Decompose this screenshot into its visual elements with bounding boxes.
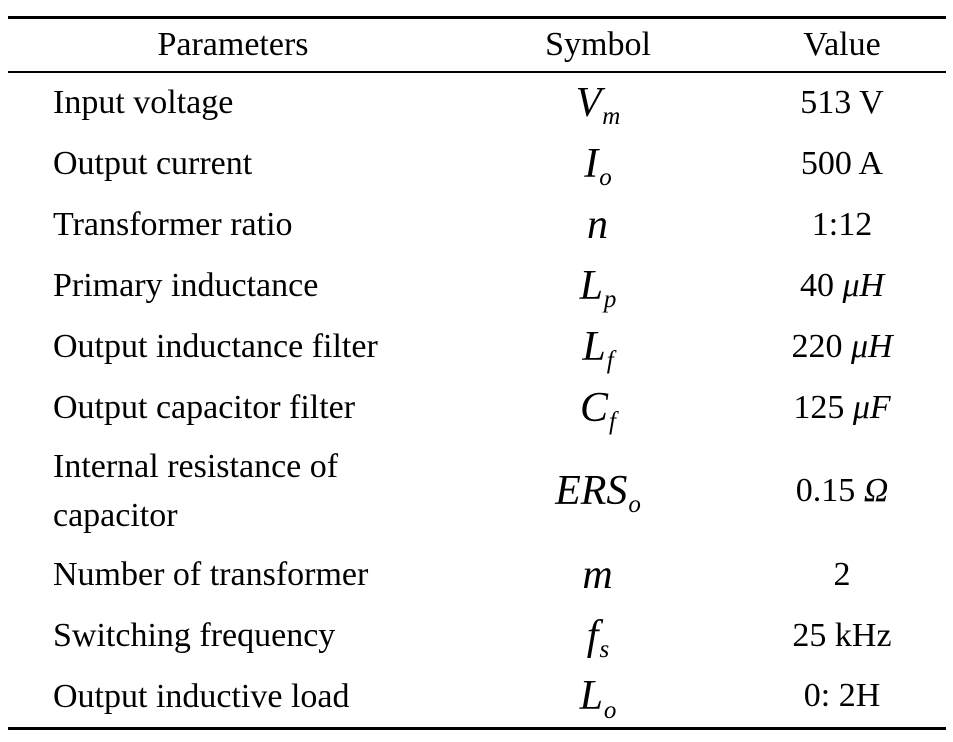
symbol-cell: Io bbox=[458, 133, 738, 194]
symbol-cell: Lo bbox=[458, 666, 738, 728]
value-unit: μH bbox=[850, 327, 893, 365]
table-row: Switching frequency fs 25 kHz bbox=[8, 605, 946, 666]
parameter-name: Switching frequency bbox=[53, 616, 336, 654]
symbol-cell: Lp bbox=[458, 255, 738, 316]
value-unit: Ω bbox=[863, 472, 889, 509]
parameter-name: Output inductive load bbox=[53, 677, 350, 715]
symbol-cell: ERSo bbox=[458, 438, 738, 544]
value-cell: 513 V bbox=[738, 72, 946, 133]
table-row: Transformer ratio n 1:12 bbox=[8, 194, 946, 255]
symbol-cell: Vm bbox=[458, 72, 738, 133]
value-text: 2 bbox=[833, 555, 851, 593]
parameters-table: Parameters Symbol Value Input voltage Vm… bbox=[8, 16, 946, 730]
symbol-cell: Cf bbox=[458, 377, 738, 438]
symbol-subscript: p bbox=[603, 285, 617, 313]
symbol-subscript: m bbox=[602, 103, 621, 131]
symbol-base: I bbox=[584, 140, 599, 187]
value-text: 0.15 bbox=[795, 472, 864, 509]
value-text: 40 bbox=[799, 266, 843, 304]
symbol-base: L bbox=[579, 673, 603, 720]
table-row: Output inductance filter Lf 220 μH bbox=[8, 316, 946, 377]
symbol-cell: fs bbox=[458, 605, 738, 666]
parameter-name: Input voltage bbox=[53, 84, 234, 122]
value-text: 125 bbox=[793, 388, 853, 426]
header-symbol: Symbol bbox=[458, 17, 738, 73]
symbol-base: C bbox=[580, 384, 609, 431]
parameter-name: Number of transformer bbox=[53, 555, 369, 593]
value-text: 1:12 bbox=[811, 205, 873, 243]
symbol-cell: m bbox=[458, 544, 738, 605]
value-text: 25 kHz bbox=[792, 616, 892, 654]
parameter-name-cell: Output current bbox=[8, 133, 458, 194]
value-unit: μF bbox=[852, 388, 891, 426]
symbol-subscript: s bbox=[599, 635, 610, 663]
symbol-base: f bbox=[586, 612, 599, 659]
symbol-cell: n bbox=[458, 194, 738, 255]
parameter-name-cell: Output inductive load bbox=[8, 666, 458, 728]
parameter-name-cell: Number of transformer bbox=[8, 544, 458, 605]
table-row: Output inductive load Lo 0: 2H bbox=[8, 666, 946, 728]
symbol-base: n bbox=[587, 201, 608, 248]
value-cell: 125 μF bbox=[738, 377, 946, 438]
value-cell: 2 bbox=[738, 544, 946, 605]
symbol-base: m bbox=[582, 551, 613, 598]
table-row: Output capacitor filter Cf 125 μF bbox=[8, 377, 946, 438]
parameter-name: Internal resistance of capacitor bbox=[53, 447, 339, 534]
parameter-name-cell: Switching frequency bbox=[8, 605, 458, 666]
value-cell: 0: 2H bbox=[738, 666, 946, 728]
parameter-name: Output current bbox=[53, 144, 253, 182]
parameter-name-cell: Primary inductance bbox=[8, 255, 458, 316]
symbol-subscript: o bbox=[628, 491, 641, 519]
parameter-name: Primary inductance bbox=[53, 266, 319, 304]
header-value: Value bbox=[738, 17, 946, 73]
symbol-base: L bbox=[579, 262, 603, 309]
table-row: Number of transformer m 2 bbox=[8, 544, 946, 605]
symbol-base: L bbox=[582, 323, 606, 370]
parameter-name: Transformer ratio bbox=[53, 205, 293, 243]
symbol-subscript: o bbox=[603, 696, 617, 724]
value-cell: 220 μH bbox=[738, 316, 946, 377]
parameter-name-cell: Output inductance filter bbox=[8, 316, 458, 377]
value-cell: 500 A bbox=[738, 133, 946, 194]
header-parameters: Parameters bbox=[8, 17, 458, 73]
table-body: Input voltage Vm 513 V Output current Io… bbox=[8, 72, 946, 728]
value-text: 220 bbox=[791, 327, 851, 365]
symbol-base: ERS bbox=[555, 468, 628, 514]
symbol-subscript: f bbox=[606, 346, 614, 374]
value-text: 0: 2H bbox=[803, 677, 881, 715]
table-row: Internal resistance of capacitor ERSo 0.… bbox=[8, 438, 946, 544]
symbol-cell: Lf bbox=[458, 316, 738, 377]
value-cell: 40 μH bbox=[738, 255, 946, 316]
header-row: Parameters Symbol Value bbox=[8, 17, 946, 73]
symbol-subscript: o bbox=[599, 163, 612, 191]
parameters-table-container: Parameters Symbol Value Input voltage Vm… bbox=[8, 16, 946, 730]
value-unit: μH bbox=[842, 266, 885, 304]
table-header: Parameters Symbol Value bbox=[8, 17, 946, 73]
symbol-subscript: f bbox=[609, 407, 616, 435]
parameter-name-cell: Internal resistance of capacitor bbox=[8, 438, 458, 544]
table-row: Input voltage Vm 513 V bbox=[8, 72, 946, 133]
parameter-name: Output capacitor filter bbox=[53, 388, 356, 426]
parameter-name-cell: Output capacitor filter bbox=[8, 377, 458, 438]
table-row: Primary inductance Lp 40 μH bbox=[8, 255, 946, 316]
parameter-name-cell: Input voltage bbox=[8, 72, 458, 133]
value-text: 500 A bbox=[800, 144, 884, 182]
parameter-name-cell: Transformer ratio bbox=[8, 194, 458, 255]
value-cell: 25 kHz bbox=[738, 605, 946, 666]
value-cell: 0.15 Ω bbox=[738, 438, 946, 544]
value-cell: 1:12 bbox=[738, 194, 946, 255]
table-row: Output current Io 500 A bbox=[8, 133, 946, 194]
parameter-name: Output inductance filter bbox=[53, 327, 378, 365]
symbol-base: V bbox=[575, 80, 602, 126]
value-text: 513 V bbox=[800, 84, 884, 121]
